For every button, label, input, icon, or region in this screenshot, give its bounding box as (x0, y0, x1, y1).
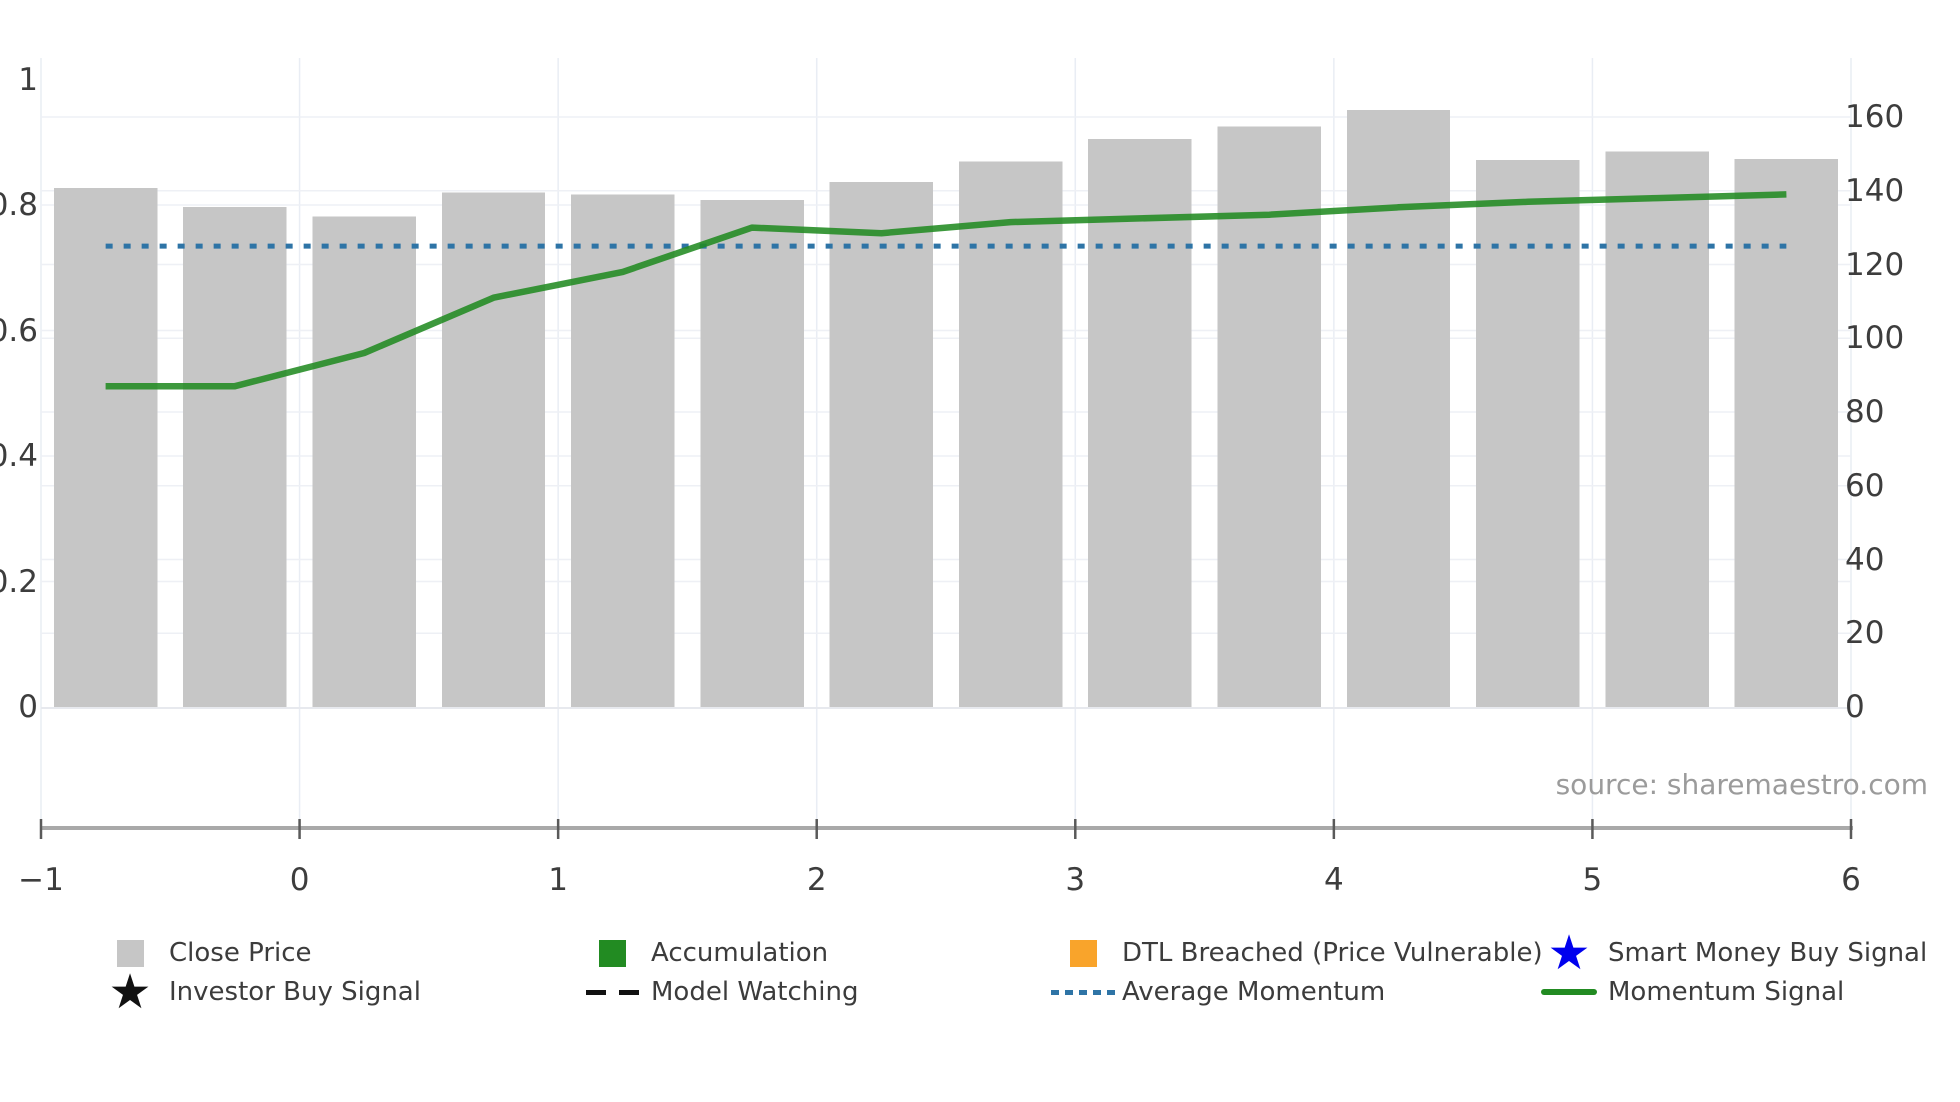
legend-item-investor-buy-signal: ★ Investor Buy Signal (97, 964, 421, 1020)
bar-close-price (1217, 126, 1321, 707)
bar-close-price (829, 181, 934, 708)
investor-buy-signal-marker-icon: ★ (97, 964, 163, 1020)
close-price-marker-icon (97, 933, 163, 973)
model-watching-marker-icon (579, 972, 645, 1012)
legend-item-average-momentum: Average Momentum (1050, 972, 1385, 1012)
legend-item-momentum-signal: Momentum Signal (1536, 972, 1844, 1012)
legend-item-model-watching: Model Watching (579, 972, 858, 1012)
x-tick-label: 3 (1065, 862, 1086, 898)
legend-item-close-price: Close Price (97, 933, 312, 973)
x-tick-label: −1 (18, 862, 64, 898)
y-right-tick-label: 40 (1845, 541, 1885, 578)
legend-label: Momentum Signal (1608, 977, 1845, 1007)
y-left-tick-label: 0 (18, 689, 38, 725)
x-tick-label: 0 (289, 862, 310, 898)
legend-item-dtl-breached-price-vulnerable: DTL Breached (Price Vulnerable) (1050, 933, 1543, 973)
dtl-breached-price-vulnerable-marker-icon (1050, 933, 1116, 973)
legend-label: Average Momentum (1122, 977, 1386, 1007)
legend-label: Model Watching (651, 977, 859, 1007)
bar-close-price (312, 216, 416, 708)
x-tick-label: 2 (806, 862, 827, 898)
bar-close-price (1605, 151, 1709, 708)
legend-label: DTL Breached (Price Vulnerable) (1122, 938, 1543, 968)
dtl-breached-price-vulnerable-glyph (1069, 939, 1097, 967)
y-right-tick-label: 120 (1845, 246, 1905, 283)
model-watching-glyph (585, 989, 639, 995)
x-tick-label: 4 (1323, 862, 1344, 898)
y-right-tick-label: 0 (1845, 689, 1865, 725)
y-left-tick-label: 0.6 (0, 312, 38, 349)
source-credit: source: sharemaestro.com (1555, 768, 1928, 801)
legend-label: Investor Buy Signal (169, 977, 421, 1007)
accumulation-marker-icon (579, 933, 645, 973)
y-left-tick-label: 0.8 (0, 187, 38, 223)
bar-close-price (1088, 139, 1192, 708)
y-right-tick-label: 100 (1845, 320, 1905, 357)
average-momentum-glyph (1051, 989, 1115, 995)
bar-close-price (441, 192, 546, 707)
momentum-signal-marker-icon (1536, 972, 1602, 1012)
bar-close-price (1734, 159, 1839, 707)
bar-close-price (1476, 159, 1580, 707)
y-left-tick-label: 0.4 (0, 438, 38, 474)
x-tick-label: 5 (1582, 862, 1603, 898)
smart-money-buy-signal-glyph: ★ (1547, 925, 1591, 981)
y-left-tick-label: 1 (18, 61, 38, 98)
average-momentum-marker-icon (1050, 972, 1116, 1012)
momentum-signal-glyph (1541, 989, 1597, 995)
legend-label: Smart Money Buy Signal (1608, 938, 1928, 968)
x-tick-label: 6 (1841, 862, 1861, 898)
bar-close-price (700, 199, 804, 708)
momentum-line (105, 191, 1787, 390)
y-right-tick-label: 140 (1845, 172, 1905, 209)
y-right-tick-label: 20 (1845, 615, 1885, 652)
y-right-tick-label: 60 (1845, 467, 1885, 504)
x-tick-label: 1 (548, 862, 569, 898)
legend-item-accumulation: Accumulation (579, 933, 828, 973)
legend-label: Accumulation (651, 938, 829, 968)
bar-close-price (958, 161, 1063, 707)
close-price-glyph (116, 939, 144, 967)
smart-money-buy-signal-marker-icon: ★ (1536, 925, 1602, 981)
y-left-tick-label: 0.2 (0, 563, 38, 600)
legend-item-smart-money-buy-signal: ★ Smart Money Buy Signal (1536, 925, 1928, 981)
y-right-tick-label: 160 (1845, 99, 1905, 135)
investor-buy-signal-glyph: ★ (108, 964, 152, 1020)
bar-close-price (53, 188, 158, 707)
bar-close-price (1346, 110, 1451, 707)
bar-close-price (183, 206, 287, 707)
accumulation-glyph (598, 939, 626, 967)
legend-label: Close Price (169, 938, 312, 968)
y-right-tick-label: 80 (1845, 394, 1885, 430)
